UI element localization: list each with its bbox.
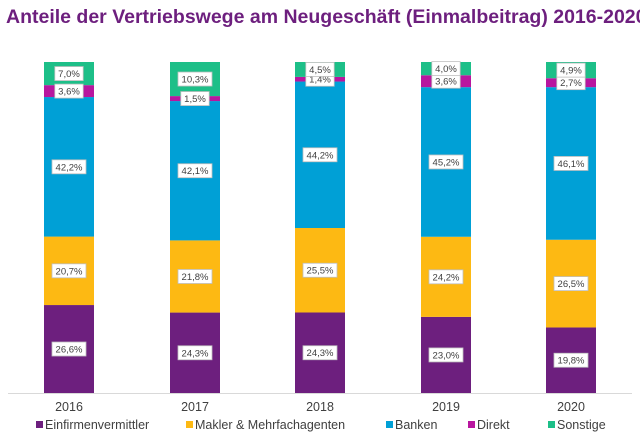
legend-swatch [386,421,393,428]
data-label-box [180,91,210,106]
data-label: 46,1% [558,159,585,170]
data-label: 42,2% [56,162,83,173]
data-label-box [553,352,589,368]
data-label: 7,0% [58,69,80,80]
x-tick-label: 2018 [306,400,334,414]
data-label-box [302,262,338,278]
data-label: 1,5% [184,94,206,105]
data-label: 26,6% [56,345,83,356]
legend-label: Einfirmenvermittler [45,418,149,432]
legend-swatch [548,421,555,428]
data-label-box [51,263,87,279]
data-label: 4,9% [560,66,582,77]
data-label: 3,6% [58,87,80,98]
data-label-box [54,66,84,81]
data-label-box [51,341,87,357]
data-label: 20,7% [56,266,83,277]
data-label-box [302,147,338,163]
legend-swatch [186,421,193,428]
data-label: 26,5% [558,279,585,290]
data-label-box [177,345,213,361]
data-label-box [428,269,464,285]
data-label: 1,4% [309,75,331,86]
legend-label: Banken [395,418,437,432]
data-label-box [431,61,461,77]
data-label-box [556,62,586,78]
data-label-box [553,276,589,292]
data-label-box [177,163,213,179]
data-label: 24,2% [433,272,460,283]
data-label: 23,0% [433,350,460,361]
data-label: 4,0% [435,64,457,75]
data-label: 3,6% [435,77,457,88]
data-label: 24,3% [182,348,209,359]
data-label-box [553,156,589,171]
data-label: 24,3% [307,348,334,359]
x-tick-label: 2019 [432,400,460,414]
legend-swatch [36,421,43,428]
data-label: 21,8% [182,272,209,283]
data-label: 10,3% [182,75,209,86]
data-label: 45,2% [433,157,460,168]
data-label: 19,8% [558,356,585,367]
data-label: 42,1% [182,166,209,177]
legend-label: Makler & Mehrfachagenten [195,418,345,432]
data-label: 4,5% [309,65,331,76]
data-label: 2,7% [560,78,582,89]
legend-label: Sonstige [557,418,606,432]
data-label-box [428,154,464,170]
data-label-box [428,347,464,363]
data-label-box [177,269,213,284]
data-label-box [51,159,87,175]
data-label-box [54,83,84,99]
data-label: 44,2% [307,150,334,161]
x-tick-label: 2017 [181,400,209,414]
legend-label: Direkt [477,418,510,432]
legend-swatch [468,421,475,428]
data-label: 25,5% [307,266,334,277]
data-label-box [305,62,335,77]
chart-title: Anteile der Vertriebswege am Neugeschäft… [6,6,640,28]
data-label-box [302,345,338,361]
data-label-box [177,71,213,87]
x-tick-label: 2016 [55,400,83,414]
x-tick-label: 2020 [557,400,585,414]
